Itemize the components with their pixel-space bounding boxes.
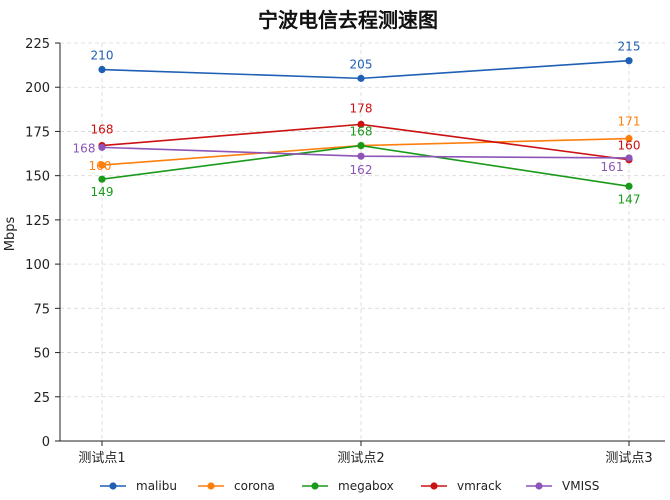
data-label-megabox: 168 [350, 125, 373, 139]
x-tick-label: 测试点3 [605, 451, 652, 466]
data-point-VMISS [98, 143, 106, 151]
grid [60, 42, 665, 442]
data-label-VMISS: 161 [601, 160, 624, 174]
legend-label-corona: corona [234, 479, 275, 493]
data-label-vmrack: 160 [618, 139, 641, 153]
data-point-megabox [625, 182, 633, 190]
y-tick-label: 50 [33, 347, 50, 362]
y-axis-label: Mbps [3, 217, 18, 252]
y-tick-label: 100 [25, 258, 50, 273]
data-label-malibu: 210 [91, 49, 114, 63]
legend: malibu corona megabox vmrack VMISS [100, 479, 599, 493]
data-label-malibu: 215 [618, 40, 641, 54]
data-label-vmrack: 168 [91, 123, 114, 137]
data-point-malibu [98, 65, 106, 74]
data-label-megabox: 149 [91, 185, 114, 199]
legend-label-malibu: malibu [136, 479, 177, 493]
y-tick-label: 175 [25, 125, 50, 140]
y-tick-label: 150 [25, 170, 50, 185]
data-label-vmrack: 178 [350, 101, 373, 115]
x-tick-label: 测试点1 [78, 451, 125, 466]
series-line-corona [101, 137, 630, 166]
y-tick-label: 25 [33, 391, 50, 406]
legend-marker-malibu [109, 482, 117, 490]
x-tick-label: 测试点2 [337, 451, 384, 466]
data-point-VMISS [625, 154, 633, 162]
data-label-VMISS: 168 [73, 141, 96, 155]
data-point-vmrack [357, 120, 365, 128]
legend-label-vmrack: vmrack [457, 479, 502, 493]
data-label-corona: 160 [89, 159, 112, 173]
data-point-VMISS [357, 152, 365, 160]
legend-marker-megabox [311, 482, 319, 490]
data-point-megabox [98, 175, 106, 183]
legend-marker-vmrack [430, 482, 438, 490]
axes: 0 25 50 75 100 125 150 175 200 225 测试点1 测试点2 测试点3 [25, 37, 665, 466]
chart-title: 宁波电信去程测速图 [258, 8, 438, 32]
data-point-corona [98, 161, 106, 169]
data-labels: 210 205 215 160 171 149 168 147 168 178 160 168 162 1… [73, 40, 641, 207]
y-tick-label: 0 [42, 435, 50, 450]
legend-marker-corona [207, 482, 215, 490]
data-point-malibu [625, 57, 633, 65]
y-tick-label: 225 [25, 37, 50, 52]
data-label-megabox: 147 [618, 192, 641, 206]
data-point-malibu [357, 74, 365, 82]
legend-label-megabox: megabox [338, 479, 394, 493]
legend-marker-VMISS [535, 482, 543, 490]
y-tick-label: 75 [33, 302, 50, 317]
data-label-corona: 171 [618, 115, 641, 129]
data-point-corona [625, 134, 633, 143]
y-tick-label: 125 [25, 214, 50, 229]
data-label-VMISS: 162 [350, 163, 373, 177]
data-point-megabox [357, 141, 365, 150]
legend-label-VMISS: VMISS [562, 479, 599, 493]
series-group [98, 57, 633, 190]
data-label-malibu: 205 [350, 57, 373, 71]
y-tick-label: 200 [25, 81, 50, 96]
